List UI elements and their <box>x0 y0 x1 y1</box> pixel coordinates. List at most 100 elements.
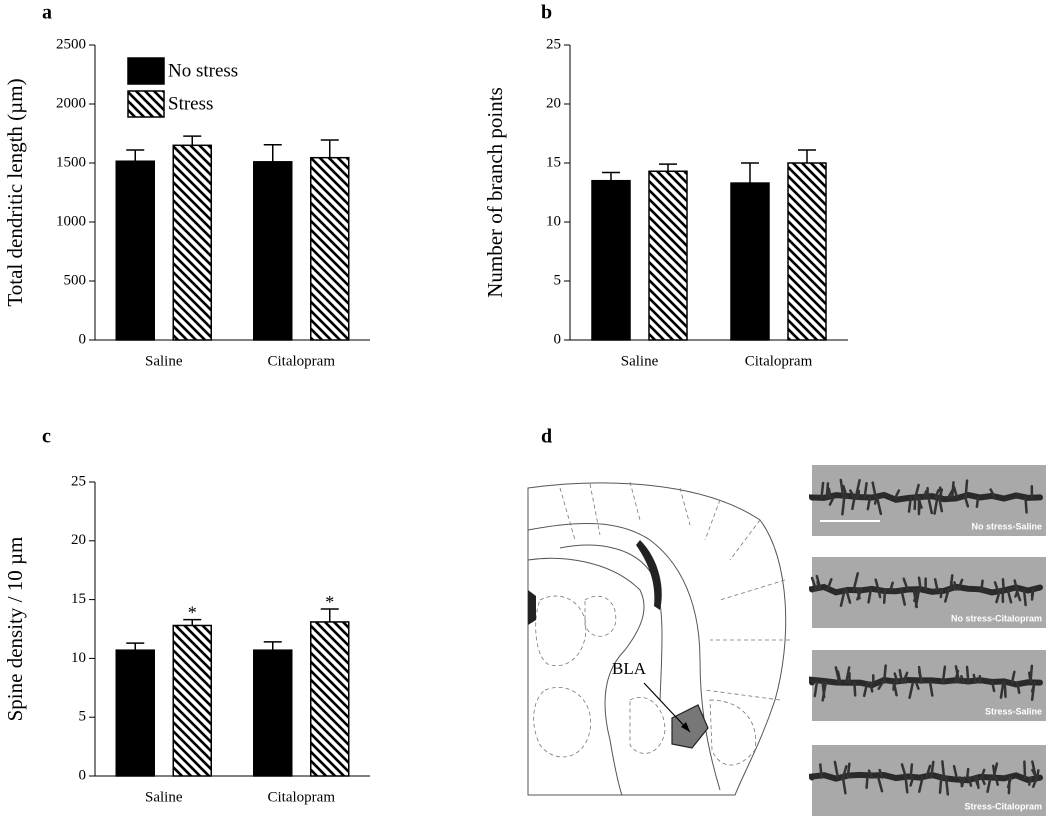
y-tick-label: 20 <box>71 532 86 548</box>
spine <box>912 588 918 609</box>
panel-label: d <box>541 426 552 448</box>
spine <box>898 669 904 684</box>
spine <box>934 488 940 499</box>
spine <box>917 576 922 591</box>
significance-mark: * <box>188 603 197 623</box>
spine <box>941 760 946 779</box>
spine <box>993 581 999 591</box>
spine <box>995 588 1002 604</box>
bar <box>310 156 350 341</box>
spine <box>963 496 970 508</box>
y-tick-label: 2500 <box>56 36 86 52</box>
legend-swatch <box>127 57 165 85</box>
spine <box>882 664 887 684</box>
spine <box>827 487 832 499</box>
spine <box>813 681 819 698</box>
spine <box>810 576 818 591</box>
spine <box>989 488 996 499</box>
spine <box>949 574 954 591</box>
micrograph-caption: Stress-Citalopram <box>964 801 1042 811</box>
spine <box>845 588 852 604</box>
spine <box>944 588 950 603</box>
spine <box>1022 588 1027 607</box>
error-bar <box>126 149 145 162</box>
spine <box>999 681 1005 699</box>
spine <box>952 485 959 499</box>
spine <box>975 496 980 508</box>
spine <box>933 496 939 515</box>
legend-swatch <box>127 90 165 118</box>
spine <box>967 776 973 787</box>
x-tick-label: Citalopram <box>268 353 336 369</box>
spine <box>1016 681 1021 695</box>
error-bar <box>263 143 282 162</box>
spine <box>973 776 979 786</box>
spine <box>937 496 944 513</box>
spine <box>874 578 880 591</box>
spine <box>852 572 859 591</box>
spine <box>825 482 830 499</box>
error-bar <box>798 149 816 163</box>
y-tick-label: 25 <box>71 473 86 489</box>
spine <box>894 489 901 499</box>
bar <box>591 179 631 341</box>
y-tick-label: 10 <box>546 213 561 229</box>
spine <box>893 672 899 684</box>
y-tick-label: 1000 <box>56 213 86 229</box>
spine <box>917 496 921 516</box>
error-bar <box>659 163 677 172</box>
spine <box>994 776 999 786</box>
y-tick-label: 1500 <box>56 154 86 170</box>
spine <box>939 588 944 599</box>
spine <box>854 478 861 499</box>
bar <box>172 144 212 341</box>
spine <box>914 483 920 499</box>
spine <box>1010 670 1016 684</box>
spine <box>972 673 977 684</box>
spine <box>856 489 861 499</box>
spine <box>902 671 909 684</box>
dendrite <box>809 771 1043 784</box>
spine <box>875 496 883 516</box>
spine <box>877 588 882 599</box>
spine <box>863 482 868 499</box>
spine <box>925 764 932 779</box>
spine <box>953 581 958 591</box>
bar <box>115 160 155 341</box>
spine <box>1001 578 1005 591</box>
spine <box>904 776 909 794</box>
spine <box>871 481 877 499</box>
spine <box>1028 776 1032 786</box>
spine <box>944 776 950 796</box>
spine <box>1006 588 1013 604</box>
spine <box>828 496 835 506</box>
y-axis-title: Spine density / 10 µm <box>3 537 27 722</box>
error-bar <box>602 171 620 181</box>
spine <box>960 675 966 684</box>
bar <box>730 182 770 341</box>
micrograph-caption: No stress-Citalopram <box>951 613 1042 623</box>
spine <box>991 764 997 779</box>
error-bar <box>741 162 759 184</box>
spine <box>869 681 874 693</box>
error-bar <box>183 618 202 626</box>
spine <box>964 479 969 499</box>
spine <box>1036 769 1040 779</box>
spine <box>938 776 943 794</box>
error-bar <box>126 642 145 651</box>
spine <box>986 776 992 794</box>
spine <box>933 578 939 591</box>
y-axis-title: Number of branch points <box>483 87 507 298</box>
spine <box>877 776 884 793</box>
error-bar <box>183 135 202 146</box>
spine <box>909 763 914 779</box>
spine <box>960 776 966 788</box>
spine <box>834 666 841 684</box>
y-tick-label: 20 <box>546 95 561 111</box>
spine <box>1023 760 1027 779</box>
spine <box>853 681 857 697</box>
bar <box>310 621 350 777</box>
y-tick-label: 2000 <box>56 95 86 111</box>
x-tick-label: Saline <box>145 353 183 369</box>
spine <box>819 763 823 779</box>
